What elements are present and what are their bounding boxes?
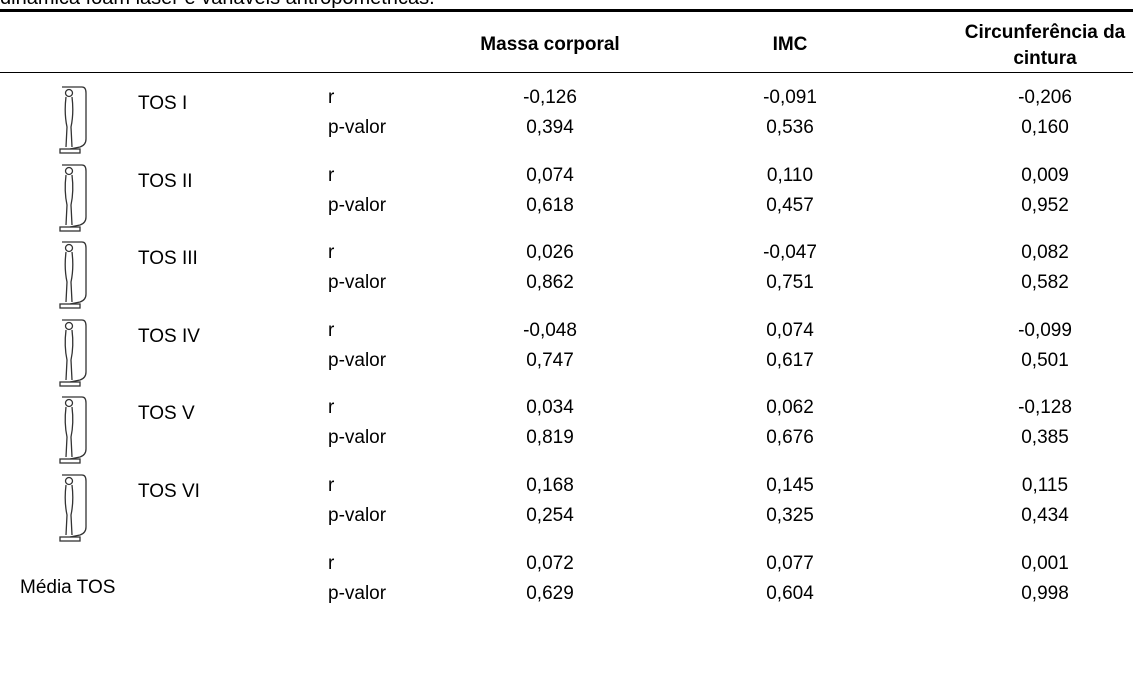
stat-label: r: [328, 242, 334, 264]
cell-value: -0,048: [470, 320, 630, 342]
cell-value: -0,128: [965, 397, 1125, 419]
cell-value: 0,001: [965, 553, 1125, 575]
cell-value: 0,618: [470, 195, 630, 217]
cell-value: 0,026: [470, 242, 630, 264]
cell-value: 0,751: [710, 272, 870, 294]
cell-value: 0,457: [710, 195, 870, 217]
row-label: TOS V: [138, 403, 195, 425]
cell-value: 0,072: [470, 553, 630, 575]
cell-value: 0,034: [470, 397, 630, 419]
stat-label: r: [328, 165, 334, 187]
posture-icon: [52, 161, 92, 235]
row-label: TOS III: [138, 248, 198, 270]
cell-value: 0,074: [710, 320, 870, 342]
stat-label: p-valor: [328, 272, 386, 294]
posture-icon: [52, 393, 92, 467]
stat-label: r: [328, 553, 334, 575]
cell-value: 0,862: [470, 272, 630, 294]
caption: dinâmica foam laser e variáveis antropom…: [0, 0, 435, 9]
cell-value: 0,747: [470, 350, 630, 372]
stat-label: r: [328, 87, 334, 109]
stat-label: r: [328, 320, 334, 342]
column-header: Circunferência da cintura: [935, 20, 1133, 72]
posture-icon: [52, 83, 92, 157]
posture-icon: [52, 238, 92, 312]
cell-value: 0,062: [710, 397, 870, 419]
row-label: TOS II: [138, 171, 193, 193]
cell-value: 0,617: [710, 350, 870, 372]
cell-value: 0,394: [470, 117, 630, 139]
cell-value: 0,009: [965, 165, 1125, 187]
column-header: Massa corporal: [440, 34, 660, 56]
stat-label: r: [328, 397, 334, 419]
stat-label: p-valor: [328, 427, 386, 449]
stat-label: p-valor: [328, 117, 386, 139]
cell-value: 0,629: [470, 583, 630, 605]
stat-label: r: [328, 475, 334, 497]
cell-value: 0,082: [965, 242, 1125, 264]
column-header: IMC: [730, 34, 850, 56]
cell-value: 0,168: [470, 475, 630, 497]
cell-value: 0,676: [710, 427, 870, 449]
row-label: TOS I: [138, 93, 187, 115]
top-rule: [0, 9, 1133, 12]
cell-value: -0,206: [965, 87, 1125, 109]
stat-label: p-valor: [328, 195, 386, 217]
cell-value: 0,582: [965, 272, 1125, 294]
header-rule: [0, 72, 1133, 73]
cell-value: 0,385: [965, 427, 1125, 449]
cell-value: 0,501: [965, 350, 1125, 372]
cell-value: 0,434: [965, 505, 1125, 527]
cell-value: 0,077: [710, 553, 870, 575]
posture-icon: [52, 316, 92, 390]
row-label: TOS VI: [138, 481, 200, 503]
cell-value: -0,047: [710, 242, 870, 264]
cell-value: -0,099: [965, 320, 1125, 342]
cell-value: 0,110: [710, 165, 870, 187]
cell-value: 0,115: [965, 475, 1125, 497]
cell-value: 0,952: [965, 195, 1125, 217]
stat-label: p-valor: [328, 583, 386, 605]
cell-value: 0,074: [470, 165, 630, 187]
stat-label: p-valor: [328, 505, 386, 527]
posture-icon: [52, 471, 92, 545]
cell-value: 0,325: [710, 505, 870, 527]
stat-label: p-valor: [328, 350, 386, 372]
cell-value: 0,819: [470, 427, 630, 449]
page: dinâmica foam laser e variáveis antropom…: [0, 0, 1133, 679]
cell-value: 0,998: [965, 583, 1125, 605]
row-label: TOS IV: [138, 326, 200, 348]
cell-value: -0,126: [470, 87, 630, 109]
cell-value: 0,604: [710, 583, 870, 605]
cell-value: 0,254: [470, 505, 630, 527]
cell-value: -0,091: [710, 87, 870, 109]
cell-value: 0,145: [710, 475, 870, 497]
cell-value: 0,536: [710, 117, 870, 139]
cell-value: 0,160: [965, 117, 1125, 139]
row-label: Média TOS: [20, 577, 115, 599]
